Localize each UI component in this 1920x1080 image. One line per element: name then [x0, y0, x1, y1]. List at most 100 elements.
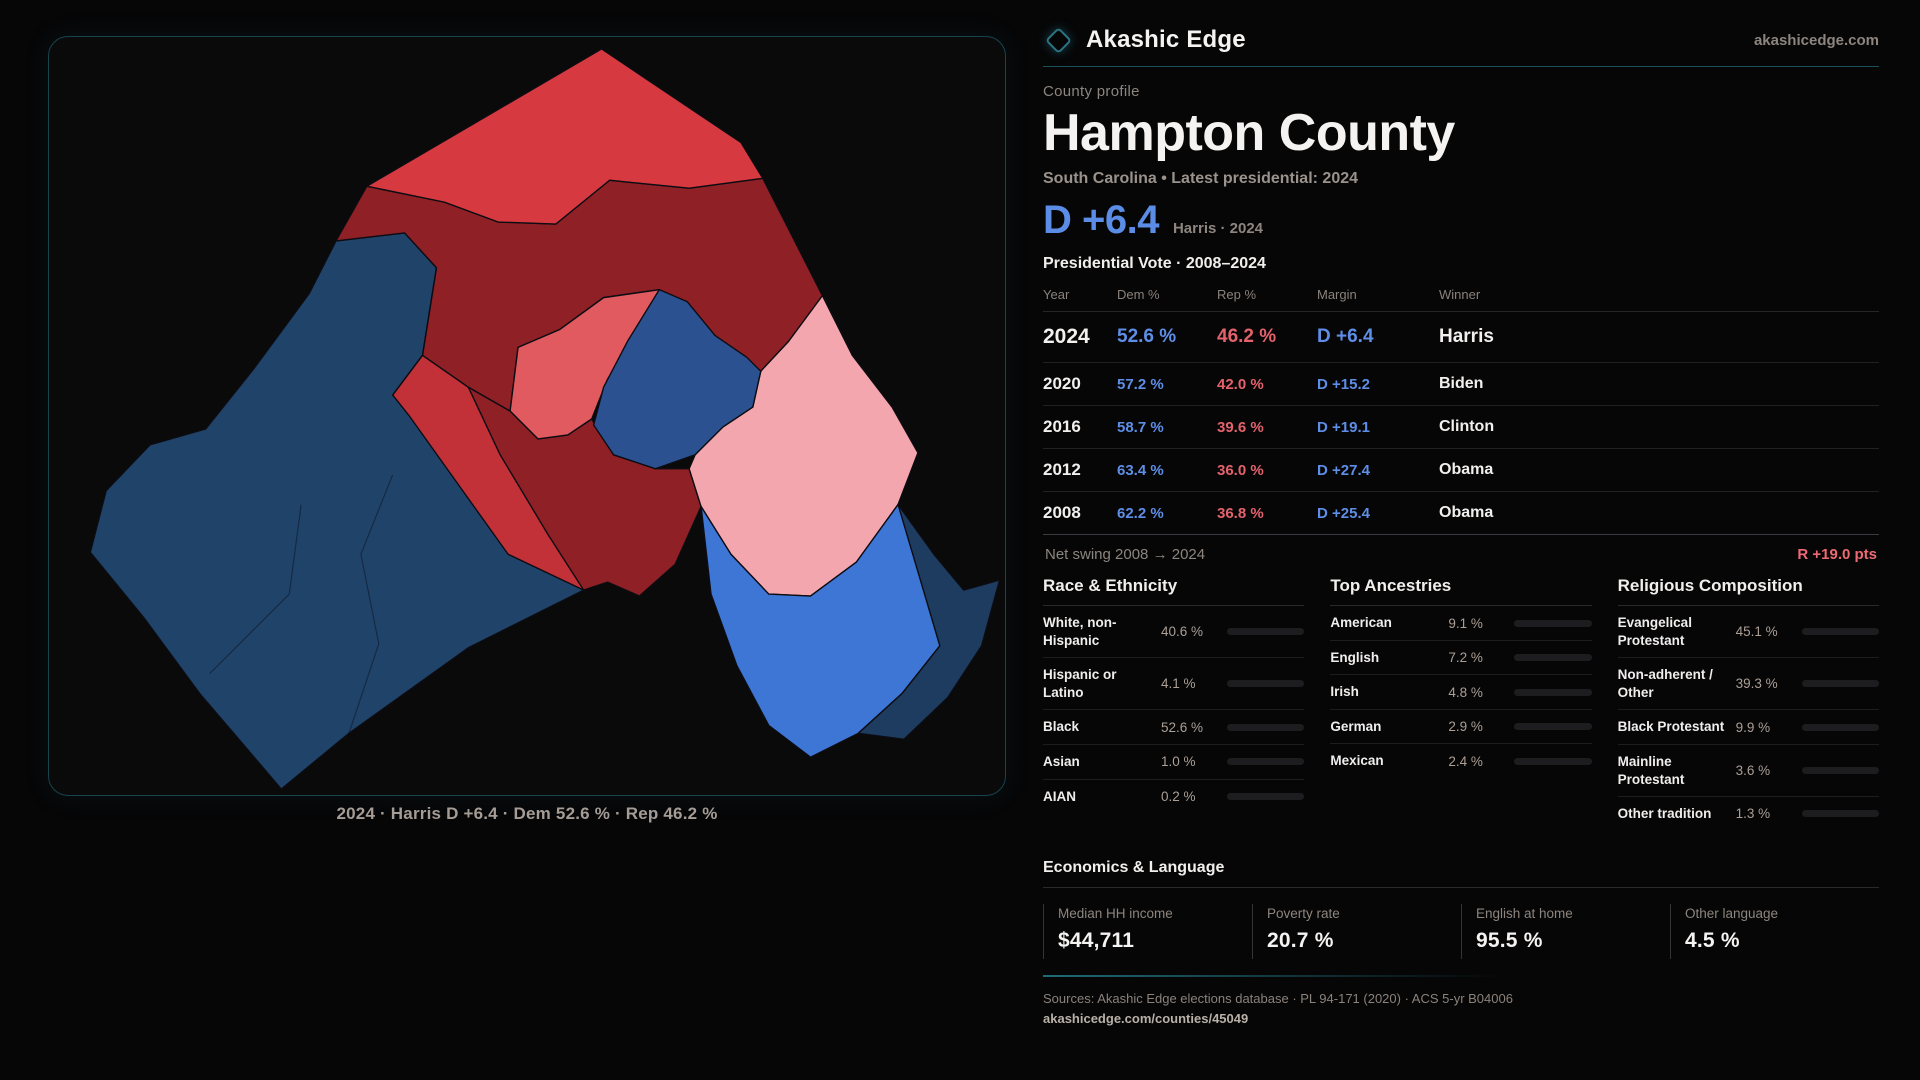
stat-value: 2.4 % — [1448, 753, 1483, 769]
table-row: 2012 63.4 % 36.0 % D +27.4 Obama — [1043, 449, 1879, 493]
footer: Sources: Akashic Edge elections database… — [1043, 989, 1879, 1029]
row-dem: 62.2 % — [1117, 504, 1164, 522]
county-map — [89, 48, 1001, 790]
stat-bar — [1227, 628, 1305, 636]
stat-label: English — [1330, 649, 1380, 665]
stat-value: 40.6 % — [1161, 624, 1204, 640]
stat-value: 9.9 % — [1735, 719, 1771, 735]
brand-diamond-icon — [1045, 26, 1072, 54]
permalink: akashicedge.com/counties/45049 — [1043, 1010, 1249, 1026]
row-dem: 58.7 % — [1117, 418, 1164, 436]
stat-row: Hispanic or Latino 4.1 % — [1043, 658, 1305, 711]
stat-row: Evangelical Protestant 45.1 % — [1617, 606, 1879, 659]
col-dem: Dem % — [1117, 287, 1160, 303]
stat-row: AIAN 0.2 % — [1043, 780, 1305, 814]
hero-margin-value: D +6.4 — [1043, 198, 1159, 243]
header-divider — [1043, 66, 1879, 67]
stat-row: Mexican 2.4 % — [1330, 744, 1592, 778]
row-winner: Obama — [1439, 461, 1494, 479]
map-caption: 2024 · Harris D +6.4 · Dem 52.6 % · Rep … — [336, 804, 718, 823]
economics-grid: Median HH income $44,711 Poverty rate 20… — [1043, 903, 1879, 959]
stat-cell: Other language 4.5 % — [1670, 903, 1879, 959]
stat-label: American — [1330, 615, 1392, 631]
stat-bar — [1801, 680, 1879, 688]
stat-row: Irish 4.8 % — [1330, 675, 1592, 710]
economics-title: Economics & Language — [1043, 859, 1879, 888]
row-dem: 52.6 % — [1117, 326, 1177, 348]
hero-margin-block: D +6.4 Harris · 2024 — [1043, 198, 1879, 243]
stat-row: Black 52.6 % — [1043, 710, 1305, 745]
map-region-lower-rep-mid — [392, 354, 585, 591]
stat-bar — [1227, 758, 1305, 766]
stat-label: Asian — [1043, 753, 1080, 769]
table-row: 2008 62.2 % 36.8 % D +25.4 Obama — [1043, 492, 1879, 536]
map-region-top-rep-bright — [366, 48, 764, 225]
row-year: 2024 — [1043, 325, 1090, 349]
row-year: 2016 — [1043, 417, 1081, 437]
stat-value: 4.5 % — [1685, 928, 1740, 952]
stat-row: Asian 1.0 % — [1043, 745, 1305, 780]
vote-table-title: Presidential Vote · 2008–2024 — [1043, 255, 1266, 273]
stat-label: Mexican — [1330, 753, 1384, 769]
demographics-grid: Race & Ethnicity White, non-Hispanic 40.… — [1043, 576, 1879, 830]
row-margin: D +19.1 — [1317, 418, 1370, 436]
row-margin: D +15.2 — [1317, 375, 1370, 393]
kicker: County profile — [1043, 83, 1140, 100]
stat-label: Other tradition — [1617, 806, 1712, 822]
col-winner: Winner — [1439, 287, 1481, 303]
brand-header: Akashic Edge akashicedge.com — [1043, 26, 1879, 54]
stat-bar — [1227, 723, 1305, 731]
row-winner: Obama — [1439, 504, 1494, 522]
stat-row: Non-adherent / Other 39.3 % — [1617, 658, 1879, 711]
stat-label: Mainline Protestant — [1617, 753, 1685, 787]
stat-label: Median HH income — [1058, 905, 1173, 921]
stat-bar — [1514, 654, 1592, 662]
row-rep: 42.0 % — [1217, 375, 1264, 393]
teal-accent-divider — [1043, 974, 1501, 977]
stat-row: Mainline Protestant 3.6 % — [1617, 745, 1879, 798]
row-rep: 36.8 % — [1217, 504, 1264, 522]
stat-label: English at home — [1476, 905, 1573, 921]
stat-label: Hispanic or Latino — [1043, 667, 1117, 700]
row-margin: D +27.4 — [1317, 461, 1370, 479]
table-row: 2016 58.7 % 39.6 % D +19.1 Clinton — [1043, 406, 1879, 450]
section-title: Top Ancestries — [1330, 576, 1592, 607]
row-margin: D +25.4 — [1317, 504, 1370, 522]
stat-row: Black Protestant 9.9 % — [1617, 710, 1879, 745]
stat-cell: Median HH income $44,711 — [1043, 903, 1252, 959]
stat-value: 52.6 % — [1161, 719, 1204, 735]
table-row: 2024 52.6 % 46.2 % D +6.4 Harris — [1043, 312, 1879, 364]
vote-table: Year Dem % Rep % Margin Winner 2024 52.6… — [1043, 283, 1879, 536]
stat-row: American 9.1 % — [1330, 606, 1592, 641]
net-swing-value: R +19.0 pts — [1797, 546, 1877, 564]
row-dem: 57.2 % — [1117, 375, 1164, 393]
profile-column: Akashic Edge akashicedge.com County prof… — [1043, 26, 1879, 1029]
stat-value: 1.3 % — [1735, 806, 1771, 822]
row-winner: Harris — [1439, 326, 1494, 348]
row-rep: 36.0 % — [1217, 461, 1264, 479]
section-religious-composition: Religious Composition Evangelical Protes… — [1617, 576, 1879, 830]
stat-bar — [1514, 723, 1592, 731]
stat-bar — [1514, 688, 1592, 696]
section-top-ancestries: Top Ancestries American 9.1 % English 7.… — [1330, 576, 1592, 830]
stat-value: 20.7 % — [1267, 928, 1334, 952]
stat-value: 7.2 % — [1448, 650, 1483, 666]
stat-value: 45.1 % — [1735, 624, 1778, 640]
stat-bar — [1801, 628, 1879, 636]
col-rep: Rep % — [1217, 287, 1257, 303]
stat-bar — [1227, 792, 1305, 800]
section-title: Religious Composition — [1617, 576, 1879, 607]
stat-value: 0.2 % — [1161, 788, 1196, 804]
stat-label: Poverty rate — [1267, 905, 1340, 921]
net-swing-row: Net swing 2008 → 2024 R +19.0 pts — [1043, 535, 1879, 572]
stat-value: 95.5 % — [1476, 928, 1543, 952]
stat-cell: English at home 95.5 % — [1461, 903, 1670, 959]
map-region-corner-dem-navy — [857, 503, 1001, 740]
stat-value: 4.1 % — [1161, 676, 1196, 692]
stat-bar — [1514, 757, 1592, 765]
subtitle: South Carolina • Latest presidential: 20… — [1043, 170, 1359, 188]
stat-bar — [1514, 619, 1592, 627]
stat-label: White, non-Hispanic — [1043, 615, 1117, 648]
stat-bar — [1801, 810, 1879, 818]
